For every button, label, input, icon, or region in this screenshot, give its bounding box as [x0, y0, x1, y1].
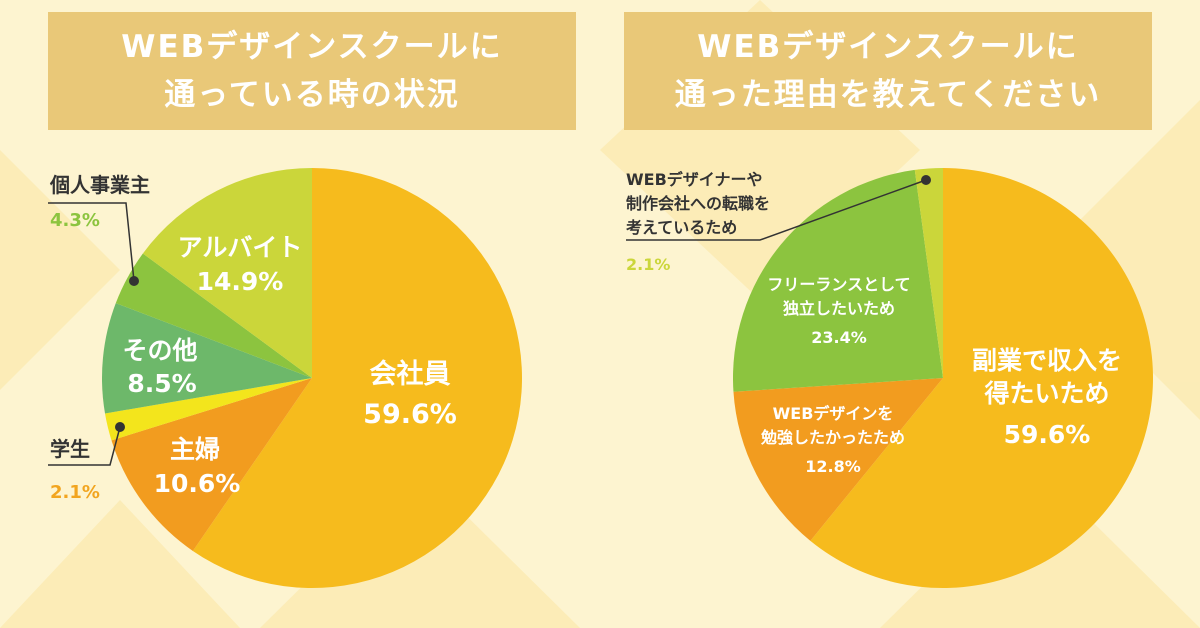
left-pct-other: 8.5% — [127, 369, 196, 398]
right-label-career-change-line-3: 考えているため — [626, 218, 737, 237]
right-label-career-change-line-1: WEBデザイナーや — [626, 170, 762, 189]
right-pct-study: 12.8% — [805, 457, 861, 476]
right-leader-dot-career-change — [921, 175, 931, 185]
left-pie-chart: 会社員 59.6% 主婦 10.6% その他 8.5% アルバイト 14.9% … — [48, 168, 522, 588]
left-label-student: 学生 — [50, 437, 90, 461]
left-pie-slice-0 — [192, 168, 522, 588]
left-leader-line-self-employed — [48, 202, 135, 282]
left-label-other: その他 — [122, 336, 197, 365]
left-pie-slice-4 — [115, 253, 312, 378]
left-pie-slice-5 — [142, 168, 312, 378]
left-title-line-2: 通っている時の状況 — [164, 77, 460, 113]
left-leader-line-student — [48, 426, 121, 466]
left-pct-housewife: 10.6% — [154, 469, 241, 498]
left-pct-student: 2.1% — [50, 482, 100, 503]
left-label-company-employee: 会社員 — [370, 358, 451, 390]
right-label-freelance-line-2: 独立したいため — [783, 299, 895, 318]
left-chart-title: WEBデザインスクールに 通っている時の状況 — [48, 12, 576, 130]
right-label-side-income-line-1: 副業で収入を — [972, 346, 1122, 375]
left-pct-part-time: 14.9% — [197, 267, 284, 296]
left-label-part-time: アルバイト — [178, 233, 303, 262]
right-label-study-line-1: WEBデザインを — [773, 404, 894, 423]
right-pie-slice-0 — [810, 168, 1153, 588]
left-pie-slice-3 — [101, 303, 312, 414]
left-pie-slices — [101, 168, 522, 588]
left-label-housewife: 主婦 — [170, 435, 220, 464]
right-title-line-1: WEBデザインスクールに — [697, 29, 1079, 65]
left-label-self-employed: 個人事業主 — [49, 173, 150, 197]
left-pct-company-employee: 59.6% — [363, 399, 457, 430]
right-label-career-change-line-2: 制作会社への転職を — [626, 194, 770, 213]
right-pie-slices — [732, 168, 1153, 588]
right-pie-slice-3 — [914, 168, 943, 378]
left-leader-dot-self-employed — [129, 276, 139, 286]
left-pct-self-employed: 4.3% — [50, 210, 100, 231]
right-label-freelance-line-1: フリーランスとして — [767, 275, 910, 294]
right-label-side-income-line-2: 得たいため — [983, 379, 1109, 408]
right-chart-title: WEBデザインスクールに 通った理由を教えてください — [624, 12, 1152, 130]
left-pie-slice-1 — [111, 378, 312, 551]
right-label-study-line-2: 勉強したかったため — [760, 428, 905, 447]
right-pct-freelance: 23.4% — [811, 328, 867, 347]
right-leader-line-career-change — [626, 179, 927, 241]
right-pie-slice-2 — [732, 169, 943, 392]
left-title-line-1: WEBデザインスクールに — [121, 29, 503, 65]
left-leader-dot-student — [115, 422, 125, 432]
right-pie-chart: 副業で収入を 得たいため 59.6% WEBデザインを 勉強したかったため 12… — [626, 168, 1153, 588]
right-title-line-2: 通った理由を教えてください — [674, 77, 1102, 113]
right-pct-side-income: 59.6% — [1004, 420, 1091, 449]
right-pct-career-change: 2.1% — [626, 255, 670, 274]
right-pie-slice-1 — [733, 378, 943, 541]
left-pie-slice-2 — [105, 378, 312, 441]
